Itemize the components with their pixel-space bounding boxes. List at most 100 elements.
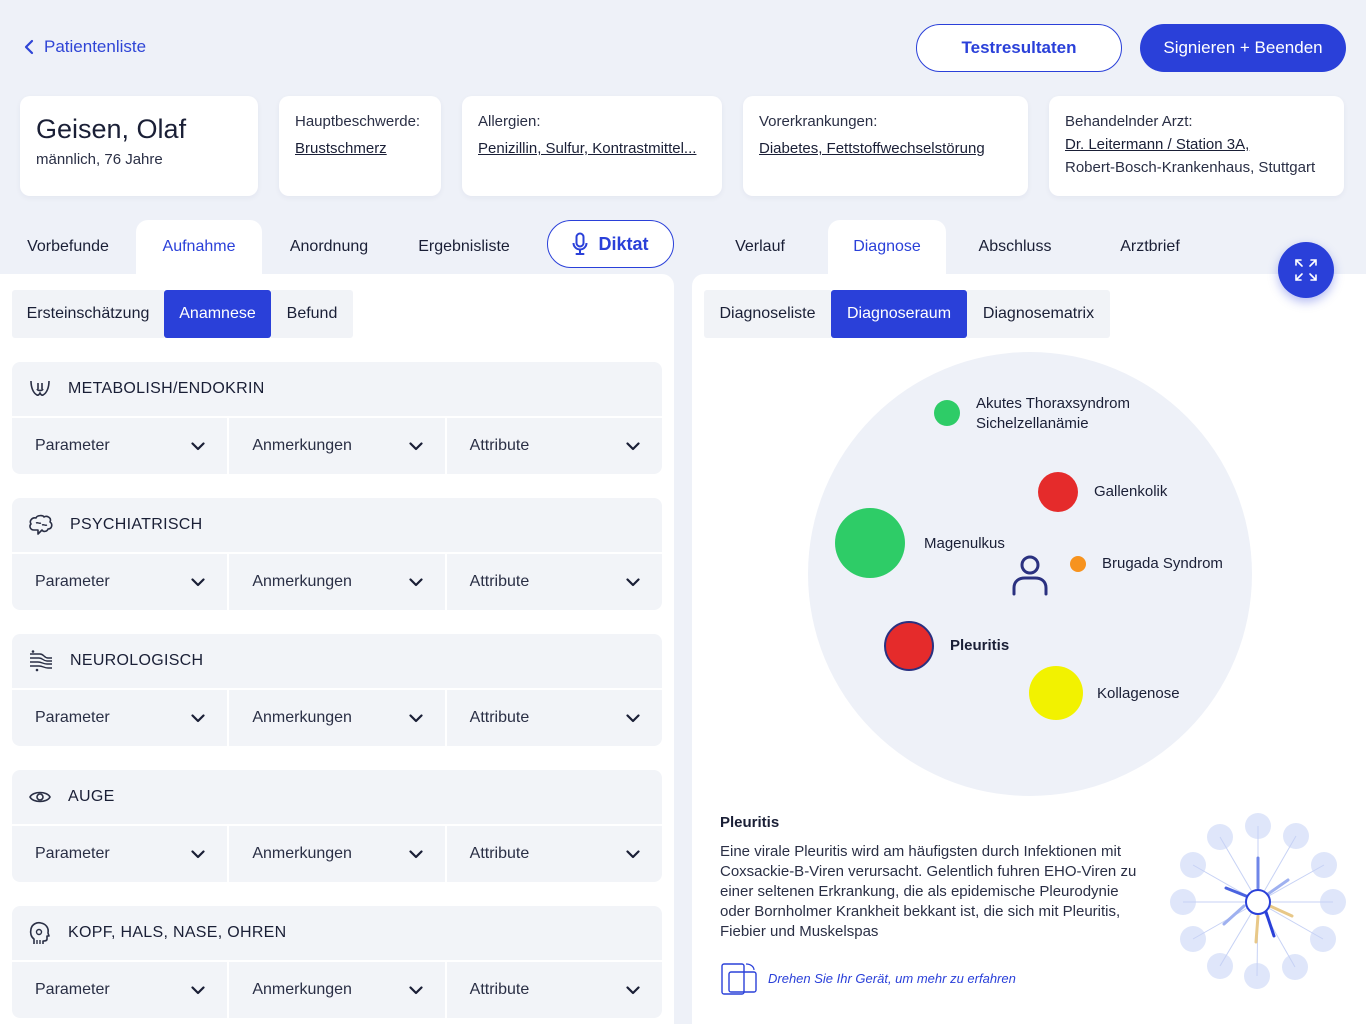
section-auge: AUGE Parameter Anmerkungen Attribute bbox=[12, 770, 662, 882]
sign-finish-button[interactable]: Signieren + Beenden bbox=[1140, 24, 1346, 72]
tab-diagnose[interactable]: Diagnose bbox=[828, 220, 946, 274]
attribute-dropdown[interactable]: Attribute bbox=[446, 418, 662, 474]
parameter-dropdown[interactable]: Parameter bbox=[12, 418, 228, 474]
chevron-down-icon bbox=[191, 713, 205, 722]
doctor-card: Behandelnder Arzt: Dr. Leitermann / Stat… bbox=[1049, 96, 1344, 196]
doctor-value[interactable]: Dr. Leitermann / Station 3A, bbox=[1065, 136, 1250, 153]
dropdown-label: Parameter bbox=[35, 981, 110, 998]
tab-aufnahme[interactable]: Aufnahme bbox=[136, 220, 262, 274]
subtab-befund[interactable]: Befund bbox=[271, 290, 353, 338]
diagnosis-dot-thorax[interactable] bbox=[934, 400, 960, 426]
parameter-dropdown[interactable]: Parameter bbox=[12, 554, 228, 610]
section-header[interactable]: PSYCHIATRISCH bbox=[12, 498, 662, 552]
section-psychiatrisch: PSYCHIATRISCH Parameter Anmerkungen Attr… bbox=[12, 498, 662, 610]
tab-verlauf[interactable]: Verlauf bbox=[735, 238, 785, 255]
section-kopf-hals: KOPF, HALS, NASE, OHREN Parameter Anmerk… bbox=[12, 906, 662, 1018]
back-link-label: Patientenliste bbox=[44, 37, 147, 56]
diagnosis-label-brugada[interactable]: Brugada Syndrom bbox=[1102, 555, 1223, 572]
diagnosis-dot-pleuritis[interactable] bbox=[884, 621, 934, 671]
tab-abschluss[interactable]: Abschluss bbox=[978, 238, 1052, 255]
chevron-down-icon bbox=[191, 441, 205, 450]
chevron-down-icon bbox=[626, 577, 640, 586]
chevron-down-icon bbox=[409, 577, 423, 586]
dropdown-label: Anmerkungen bbox=[252, 709, 352, 726]
notes-dropdown[interactable]: Anmerkungen bbox=[229, 418, 445, 474]
dropdown-label: Anmerkungen bbox=[252, 845, 352, 862]
subtabs-left: Ersteinschätzung Anamnese Befund bbox=[12, 290, 353, 338]
attribute-dropdown[interactable]: Attribute bbox=[446, 690, 662, 746]
back-link[interactable]: Patientenliste bbox=[24, 37, 146, 57]
tab-arztbrief[interactable]: Arztbrief bbox=[1120, 238, 1180, 255]
dropdown-label: Parameter bbox=[35, 709, 110, 726]
diagnosis-dot-magenulkus[interactable] bbox=[835, 508, 905, 578]
subtabs-right: Diagnoseliste Diagnoseraum Diagnosematri… bbox=[704, 290, 1110, 338]
subtab-diagnoseliste[interactable]: Diagnoseliste bbox=[704, 290, 831, 338]
expand-button[interactable] bbox=[1278, 242, 1334, 298]
microphone-icon bbox=[572, 232, 588, 255]
diktat-button[interactable]: Diktat bbox=[547, 220, 674, 268]
allergies-value[interactable]: Penizillin, Sulfur, Kontrastmittel... bbox=[478, 140, 697, 157]
attribute-dropdown[interactable]: Attribute bbox=[446, 826, 662, 882]
expand-icon bbox=[1295, 259, 1317, 281]
test-results-button[interactable]: Testresultaten bbox=[916, 24, 1122, 72]
dropdown-label: Attribute bbox=[469, 709, 530, 726]
attribute-dropdown[interactable]: Attribute bbox=[446, 962, 662, 1018]
diagnosis-label-line: Sichelzellanämie bbox=[976, 415, 1089, 432]
parameter-dropdown[interactable]: Parameter bbox=[12, 690, 228, 746]
diagnosis-dot-gallenkolik[interactable] bbox=[1038, 472, 1078, 512]
section-neurologisch: NEUROLOGISCH Parameter Anmerkungen Attri… bbox=[12, 634, 662, 746]
diagnosis-label-magenulkus[interactable]: Magenulkus bbox=[924, 535, 1005, 552]
section-fields: Parameter Anmerkungen Attribute bbox=[12, 962, 662, 1018]
attribute-dropdown[interactable]: Attribute bbox=[446, 554, 662, 610]
diktat-label: Diktat bbox=[598, 233, 649, 254]
section-header[interactable]: METABOLISH/ENDOKRIN bbox=[12, 362, 662, 416]
dropdown-label: Attribute bbox=[469, 981, 530, 998]
parameter-dropdown[interactable]: Parameter bbox=[12, 826, 228, 882]
section-header[interactable]: NEUROLOGISCH bbox=[12, 634, 662, 688]
section-header[interactable]: KOPF, HALS, NASE, OHREN bbox=[12, 906, 662, 960]
diagnosis-label-pleuritis[interactable]: Pleuritis bbox=[950, 637, 1010, 654]
pleuritis-network-graphic bbox=[1170, 813, 1346, 989]
dropdown-label: Anmerkungen bbox=[252, 437, 352, 454]
history-value[interactable]: Diabetes, Fettstoffwechselstörung bbox=[759, 140, 985, 157]
rotate-hint-text: Drehen Sie Ihr Gerät, um mehr zu erfahre… bbox=[768, 970, 1016, 986]
tab-anordnung[interactable]: Anordnung bbox=[289, 238, 369, 255]
subtab-ersteinschaetzung[interactable]: Ersteinschätzung bbox=[12, 290, 164, 338]
patient-name: Geisen, Olaf bbox=[36, 114, 187, 144]
diagnosis-label-gallenkolik[interactable]: Gallenkolik bbox=[1094, 483, 1168, 500]
subtab-diagnoseraum[interactable]: Diagnoseraum bbox=[831, 290, 967, 338]
diagnosis-label-thorax[interactable]: Akutes Thoraxsyndrom Sichelzellanämie bbox=[976, 394, 1130, 434]
chevron-down-icon bbox=[191, 577, 205, 586]
diagnosis-dot-kollagenose[interactable] bbox=[1029, 666, 1083, 720]
subtab-diagnosematrix[interactable]: Diagnosematrix bbox=[967, 290, 1110, 338]
head-icon bbox=[29, 921, 50, 944]
chevron-down-icon bbox=[409, 985, 423, 994]
section-fields: Parameter Anmerkungen Attribute bbox=[12, 554, 662, 610]
notes-dropdown[interactable]: Anmerkungen bbox=[229, 826, 445, 882]
complaint-value[interactable]: Brustschmerz bbox=[295, 140, 387, 157]
dropdown-label: Attribute bbox=[469, 573, 530, 590]
subtab-anamnese[interactable]: Anamnese bbox=[164, 290, 271, 338]
thyroid-icon bbox=[30, 380, 50, 396]
history-label: Vorerkrankungen: bbox=[759, 113, 878, 130]
diagnosis-label-kollagenose[interactable]: Kollagenose bbox=[1097, 685, 1180, 702]
diagnosis-dot-brugada[interactable] bbox=[1070, 556, 1086, 572]
notes-dropdown[interactable]: Anmerkungen bbox=[229, 554, 445, 610]
tab-ergebnisliste[interactable]: Ergebnisliste bbox=[418, 238, 510, 255]
dropdown-label: Attribute bbox=[469, 437, 530, 454]
patient-icon bbox=[1012, 555, 1048, 596]
parameter-dropdown[interactable]: Parameter bbox=[12, 962, 228, 1018]
tab-vorbefunde[interactable]: Vorbefunde bbox=[27, 238, 109, 255]
notes-dropdown[interactable]: Anmerkungen bbox=[229, 962, 445, 1018]
dropdown-label: Attribute bbox=[469, 845, 530, 862]
allergies-label: Allergien: bbox=[478, 113, 541, 130]
notes-dropdown[interactable]: Anmerkungen bbox=[229, 690, 445, 746]
anamnese-panel: Ersteinschätzung Anamnese Befund METABOL… bbox=[0, 274, 674, 1024]
dropdown-label: Anmerkungen bbox=[252, 573, 352, 590]
section-title: KOPF, HALS, NASE, OHREN bbox=[68, 924, 287, 941]
brain-icon bbox=[29, 514, 53, 535]
section-header[interactable]: AUGE bbox=[12, 770, 662, 824]
doctor-label: Behandelnder Arzt: bbox=[1065, 113, 1193, 130]
patient-info: männlich, 76 Jahre bbox=[36, 151, 163, 168]
section-fields: Parameter Anmerkungen Attribute bbox=[12, 418, 662, 474]
